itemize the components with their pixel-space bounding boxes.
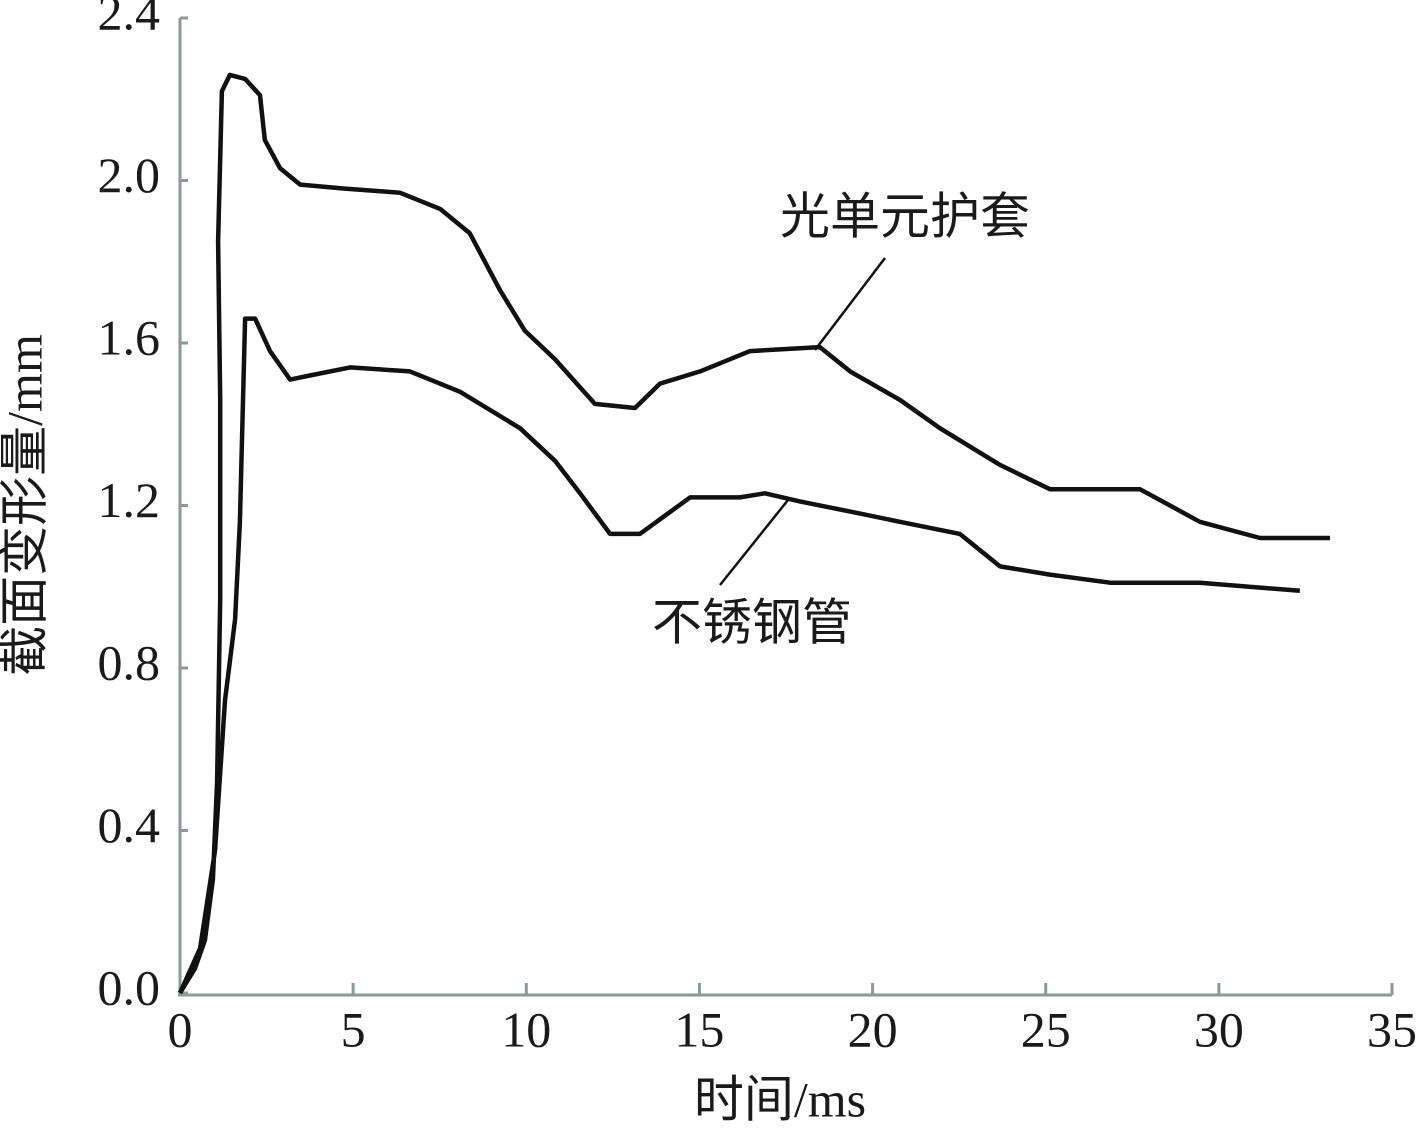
series-line — [177, 316, 1301, 994]
y-axis-label: 截面变形量/mm — [0, 334, 52, 676]
x-tick-label: 5 — [341, 1001, 366, 1057]
series-annotation: 光单元护套 — [780, 188, 1030, 244]
x-tick-label: 0 — [168, 1001, 193, 1057]
y-tick-label: 1.6 — [98, 309, 161, 365]
leader-line — [814, 257, 886, 351]
x-tick-label: 35 — [1367, 1001, 1417, 1057]
leader-line — [719, 499, 789, 586]
x-tick-label: 25 — [1021, 1001, 1071, 1057]
y-tick-label: 0.4 — [98, 797, 161, 853]
series-line — [178, 72, 1330, 995]
x-tick-label: 10 — [501, 1001, 551, 1057]
y-tick-label: 0.8 — [98, 634, 161, 690]
x-tick-label: 15 — [674, 1001, 724, 1057]
y-tick-label: 2.4 — [98, 0, 161, 40]
x-tick-label: 20 — [848, 1001, 898, 1057]
x-axis-label: 时间/ms — [694, 1071, 866, 1127]
y-tick-label: 1.2 — [98, 472, 161, 528]
y-tick-label: 2.0 — [98, 147, 161, 203]
y-tick-label: 0.0 — [98, 959, 161, 1015]
series-annotation: 不锈钢管 — [652, 594, 852, 650]
x-tick-label: 30 — [1194, 1001, 1244, 1057]
